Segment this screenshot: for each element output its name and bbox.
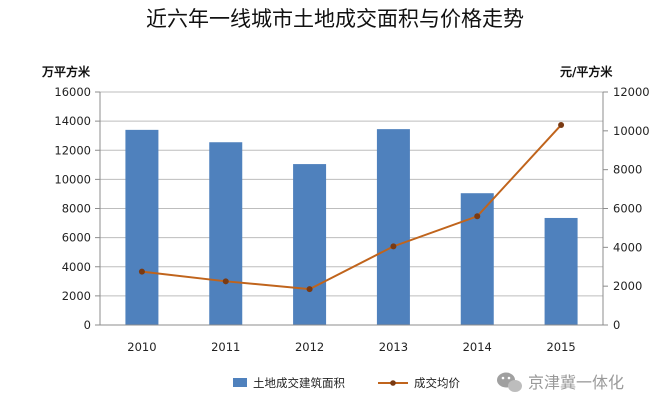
x-tick-label: 2011 [211,340,240,354]
bar-2015 [544,217,578,325]
price-point-2012 [306,286,313,293]
y-left-tick-label: 12000 [54,143,91,157]
bar-2012 [293,164,327,325]
bar-2010 [125,129,159,325]
y-left-axis-title: 万平方米 [41,64,91,79]
y-right-tick-label: 4000 [613,240,642,254]
legend-line-label: 成交均价 [414,376,460,390]
y-left-tick-label: 4000 [62,260,91,274]
legend-bar-swatch [233,378,247,387]
x-category-labels: 2010 2011 2012 2013 2014 2015 [127,340,575,354]
bar-2013 [376,129,410,325]
price-point-2013 [390,243,397,250]
price-point-2015 [558,122,565,129]
y-right-tick-label: 6000 [613,202,642,216]
watermark: 京津冀一体化 [497,372,624,392]
bar-series [125,129,578,325]
bar-2011 [209,142,243,325]
y-left-ticks: 0 2000 4000 6000 8000 10000 12000 14000 16000 [54,85,100,332]
watermark-text: 京津冀一体化 [528,373,624,392]
y-left-tick-label: 10000 [54,172,91,186]
x-tick-label: 2014 [463,340,492,354]
y-left-tick-label: 2000 [62,289,91,303]
wechat-icon [497,372,522,392]
y-right-axis-title: 元/平方米 [560,64,613,79]
x-tick-label: 2012 [295,340,324,354]
price-point-2011 [222,278,229,285]
x-tick-label: 2015 [546,340,575,354]
line-series [138,122,565,293]
legend: 土地成交建筑面积 成交均价 [233,376,460,390]
bar-2014 [460,193,494,325]
y-right-tick-label: 2000 [613,279,642,293]
axis-lines [99,92,604,326]
chart-title: 近六年一线城市土地成交面积与价格走势 [146,7,524,31]
y-right-tick-label: 10000 [613,124,650,138]
price-line [141,124,562,291]
y-left-tick-label: 0 [84,318,91,332]
x-tick-label: 2010 [127,340,156,354]
x-tick-label: 2013 [379,340,408,354]
y-left-tick-label: 16000 [54,85,91,99]
y-left-tick-label: 8000 [62,202,91,216]
legend-bar-label: 土地成交建筑面积 [253,376,345,390]
price-point-2014 [474,213,481,220]
y-left-tick-label: 6000 [62,231,91,245]
y-right-tick-label: 12000 [613,85,650,99]
y-right-tick-label: 8000 [613,163,642,177]
y-right-ticks: 0 2000 4000 6000 8000 10000 12000 [603,85,650,332]
grid-lines [100,91,603,297]
legend-line-marker [390,380,396,386]
price-point-2010 [138,268,145,275]
y-left-tick-label: 14000 [54,114,91,128]
y-right-tick-label: 0 [613,318,620,332]
